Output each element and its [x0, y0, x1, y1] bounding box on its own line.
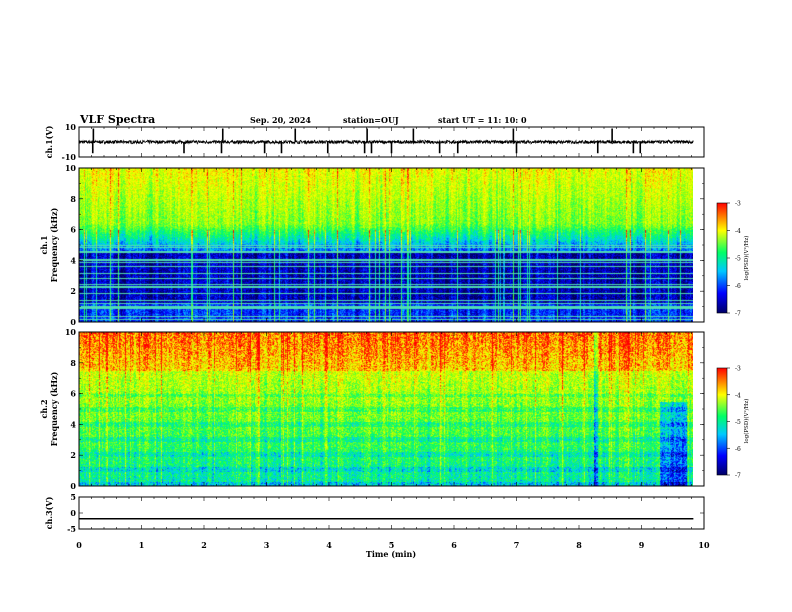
ch1-spectrogram-ylabel-freq: Frequency (kHz) [49, 207, 59, 282]
ch1-waveform-y-tick-label: 10 [65, 122, 77, 132]
ch1-spectrogram-y-tick-label: 0 [70, 317, 76, 327]
ch2-spectrogram-y-tick-label: 0 [70, 481, 76, 491]
x-tick-label: 0 [76, 540, 82, 550]
colorbar-ticks: -3 -4 -5 -6 -7 -3 -4 -5 -6 -7 [727, 201, 741, 480]
station-label: station=OUJ [343, 115, 399, 125]
colorbar-tick-label: -3 [735, 366, 741, 373]
ch1-spectrogram-y-tick-label: 6 [70, 225, 76, 235]
ch1-spectrogram-image [79, 168, 693, 322]
colorbar-tick-label: -6 [735, 283, 741, 290]
ch1-waveform-trace [78, 128, 694, 154]
x-tick-label: 8 [576, 540, 582, 550]
ch3-waveform-y-tick-label: -5 [67, 524, 76, 534]
ch1-waveform-ylabel: ch.1(V) [44, 125, 54, 158]
x-tick-label: 1 [139, 540, 145, 550]
x-tick-label: 2 [201, 540, 207, 550]
ch3-waveform-ylabel: ch.3(V) [44, 496, 54, 529]
x-tick-label: 7 [514, 540, 520, 550]
x-tick-label: 9 [639, 540, 645, 550]
x-tick-label: 3 [264, 540, 270, 550]
colorbar-tick-label: -4 [735, 228, 741, 235]
ch1-spectrogram-y-tick-label: 4 [70, 255, 76, 265]
ch1-colorbar [716, 202, 728, 314]
x-axis-title: Time (min) [366, 549, 416, 559]
x-tick-label: 5 [389, 540, 395, 550]
ch1-colorbar-label: log(PSD)(V²/Hz) [743, 236, 750, 281]
colorbar-tick-label: -7 [735, 311, 741, 318]
x-tick-label: 6 [451, 540, 457, 550]
colorbar-tick-label: -6 [735, 446, 741, 453]
colorbar-tick-label: -5 [735, 256, 741, 263]
ch2-spectrogram-ylabel-freq: Frequency (kHz) [49, 371, 59, 446]
ch1-spectrogram-y-tick-label: 8 [70, 194, 76, 204]
ch1-spectrogram-ylabel-channel: ch.1 [39, 235, 49, 254]
ch3-waveform-y-tick-label: 0 [70, 508, 76, 518]
start-time-label: start UT = 11: 10: 0 [438, 115, 527, 125]
ch1-spectrogram-y-tick-label: 2 [70, 286, 76, 296]
ch2-spectrogram-image [79, 332, 693, 486]
colorbar-tick-label: -4 [735, 392, 741, 399]
ch2-spectrogram-y-tick-label: 2 [70, 450, 76, 460]
ch2-colorbar [716, 367, 728, 476]
ch2-colorbar-label: log(PSD)(V²/Hz) [743, 399, 750, 444]
colorbar-tick-label: -5 [735, 419, 741, 426]
ch3-waveform-frame [78, 496, 705, 530]
ch1-spectrogram-y-tick-label: 10 [65, 163, 77, 173]
ch3-waveform-y-tick-label: 5 [70, 492, 76, 502]
colorbar-tick-label: -3 [735, 201, 741, 208]
ch2-spectrogram-y-tick-label: 4 [70, 419, 76, 429]
colorbar-tick-label: -7 [735, 473, 741, 480]
figure-title: VLF Spectra [79, 113, 155, 126]
ch2-spectrogram-y-tick-label: 6 [70, 389, 76, 399]
ch2-spectrogram-y-tick-label: 10 [65, 327, 77, 337]
ch1-waveform-y-tick-label: -10 [62, 152, 77, 162]
ch2-spectrogram-y-tick-label: 8 [70, 358, 76, 368]
axis-ticks [78, 126, 705, 530]
date-label: Sep. 20, 2024 [250, 115, 311, 125]
ch2-spectrogram-ylabel-channel: ch.2 [39, 399, 49, 418]
x-tick-label: 10 [698, 540, 710, 550]
x-tick-label: 4 [326, 540, 332, 550]
ch1-waveform-line [78, 139, 694, 145]
